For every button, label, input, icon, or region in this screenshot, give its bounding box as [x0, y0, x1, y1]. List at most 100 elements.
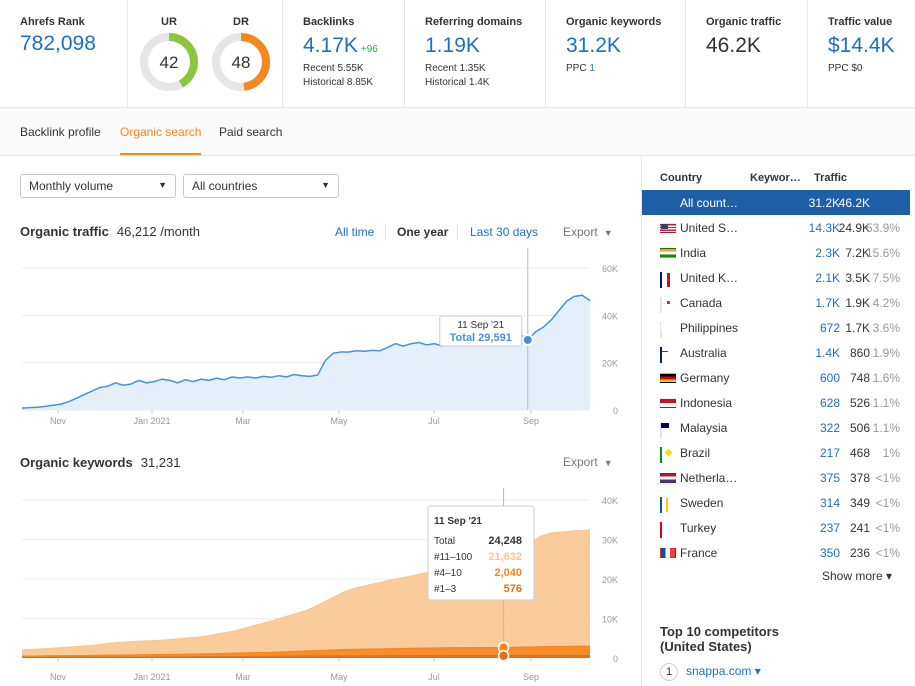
- col-header-traffic[interactable]: Traffic: [814, 172, 848, 184]
- country-row[interactable]: India 2.3K 7.2K 15.6%: [642, 240, 910, 265]
- competitors-title-line: (United States): [660, 639, 752, 654]
- volume-select[interactable]: Monthly volume ▼: [20, 174, 176, 198]
- country-name[interactable]: Netherla…: [680, 471, 738, 485]
- competitor-domain[interactable]: snappa.com ▾: [686, 664, 761, 678]
- country-keywords[interactable]: 217: [819, 446, 840, 460]
- country-name[interactable]: Brazil: [680, 446, 711, 460]
- caret-down-icon: ▼: [603, 228, 613, 238]
- country-name[interactable]: All count…: [680, 196, 739, 210]
- metric-value-row: 4.17K +96: [303, 34, 404, 58]
- country-keywords[interactable]: 1.7K: [815, 296, 840, 310]
- volume-select-value: Monthly volume: [29, 179, 114, 193]
- organic-traffic-chart[interactable]: 60K 40K 20K 0 Nov Jan 2021 Mar May Jul Sep 11 Sep …: [0, 248, 641, 430]
- competitor-item[interactable]: 1 snappa.com ▾: [660, 663, 761, 681]
- country-keywords[interactable]: 600: [819, 371, 840, 385]
- kw-area-1-3-line: [22, 654, 590, 659]
- country-keywords[interactable]: 375: [819, 471, 840, 485]
- col-header-keywords[interactable]: Keywor…: [750, 172, 801, 184]
- country-row[interactable]: Netherla… 375 378 <1%: [642, 465, 910, 490]
- x-tick-label: Mar: [235, 416, 251, 426]
- country-row[interactable]: Indonesia 628 526 1.1%: [642, 390, 910, 415]
- metric-value[interactable]: 31.2K: [566, 34, 621, 57]
- country-keywords[interactable]: 350: [819, 546, 840, 560]
- gauge-ur[interactable]: UR 42: [138, 16, 200, 107]
- country-traffic: 24.9K: [838, 221, 870, 235]
- metric-historical: Historical 1.4K: [425, 77, 490, 88]
- country-share: <1%: [875, 471, 900, 485]
- flag-tr-icon: [660, 522, 662, 538]
- organic-keywords-chart[interactable]: 40K 30K 20K 10K 0 Nov Jan 2021 Mar May Jul Sep 11 S…: [0, 488, 641, 686]
- country-name[interactable]: France: [680, 546, 718, 560]
- flag-us-icon: [660, 223, 676, 233]
- country-keywords[interactable]: 628: [819, 396, 840, 410]
- metric-value[interactable]: 782,098: [20, 32, 96, 55]
- country-keywords[interactable]: 322: [819, 421, 840, 435]
- country-name[interactable]: United K…: [680, 271, 739, 285]
- country-row[interactable]: Brazil 217 468 1%: [642, 440, 910, 465]
- tooltip-row-label: Total: [434, 536, 455, 547]
- country-name[interactable]: Australia: [680, 346, 727, 360]
- flag-br-icon: [660, 447, 662, 463]
- country-row[interactable]: France 350 236 <1%: [642, 540, 910, 565]
- country-row[interactable]: Malaysia 322 506 1.1%: [642, 415, 910, 440]
- y-tick-label: 30K: [602, 536, 618, 546]
- keywords-export-button[interactable]: Export ▼: [563, 455, 613, 469]
- country-row[interactable]: All count… 31.2K 46.2K: [642, 190, 910, 215]
- x-tick-label: Jan 2021: [133, 416, 170, 426]
- range-last-30-days[interactable]: Last 30 days: [470, 225, 539, 239]
- ppc-value[interactable]: 1: [589, 63, 595, 74]
- country-share: 1%: [882, 446, 900, 460]
- country-keywords[interactable]: 2.3K: [815, 246, 840, 260]
- range-all-time[interactable]: All time: [335, 225, 375, 239]
- country-row[interactable]: Sweden 314 349 <1%: [642, 490, 910, 515]
- chart-title-value: 31,231: [140, 455, 181, 470]
- metric-value[interactable]: 1.19K: [425, 34, 480, 57]
- country-keywords[interactable]: 237: [819, 521, 840, 535]
- country-keywords[interactable]: 2.1K: [815, 271, 840, 285]
- y-tick-label: 40K: [602, 311, 618, 321]
- country-name[interactable]: United S…: [680, 221, 739, 235]
- traffic-export-button[interactable]: Export ▼: [563, 225, 613, 239]
- country-row[interactable]: United K… 2.1K 3.5K 7.5%: [642, 265, 910, 290]
- flag-fr-icon: [660, 548, 676, 558]
- metric-label: Referring domains: [425, 16, 523, 28]
- country-keywords[interactable]: 14.3K: [808, 221, 840, 235]
- country-row[interactable]: Turkey 237 241 <1%: [642, 515, 910, 540]
- country-name[interactable]: India: [680, 246, 707, 260]
- tab-backlink-profile[interactable]: Backlink profile: [20, 125, 101, 139]
- country-row[interactable]: Australia 1.4K 860 1.9%: [642, 340, 910, 365]
- tab-organic-search[interactable]: Organic search: [120, 125, 202, 155]
- metric-value[interactable]: 4.17K: [303, 34, 358, 57]
- country-name[interactable]: Canada: [680, 296, 723, 310]
- countries-select-value: All countries: [192, 179, 258, 193]
- country-keywords[interactable]: 314: [819, 496, 840, 510]
- gauge-dr[interactable]: DR 48: [210, 16, 272, 107]
- country-name[interactable]: Indonesia: [680, 396, 733, 410]
- show-more-link[interactable]: Show more ▾: [822, 569, 893, 583]
- section-tabs: Backlink profile Organic search Paid sea…: [0, 108, 915, 156]
- country-name[interactable]: Philippines: [680, 321, 739, 335]
- tab-paid-search[interactable]: Paid search: [219, 125, 283, 139]
- kw-area-11-100: [22, 530, 590, 658]
- country-keywords[interactable]: 31.2K: [808, 196, 840, 210]
- x-tick-label: Jan 2021: [133, 672, 170, 682]
- x-tick-label: Sep: [523, 672, 539, 682]
- country-name[interactable]: Germany: [680, 371, 730, 385]
- country-name[interactable]: Malaysia: [680, 421, 728, 435]
- metric-value[interactable]: $14.4K: [828, 34, 895, 57]
- country-row[interactable]: United S… 14.3K 24.9K 53.9%: [642, 215, 910, 240]
- country-row[interactable]: Canada 1.7K 1.9K 4.2%: [642, 290, 910, 315]
- country-row[interactable]: Philippines 672 1.7K 3.6%: [642, 315, 910, 340]
- countries-select[interactable]: All countries ▼: [183, 174, 339, 198]
- col-header-country[interactable]: Country: [660, 172, 703, 184]
- country-row[interactable]: Germany 600 748 1.6%: [642, 365, 910, 390]
- y-tick-label: 0: [613, 654, 618, 664]
- range-one-year[interactable]: One year: [397, 225, 449, 239]
- country-keywords[interactable]: 1.4K: [815, 346, 840, 360]
- country-name[interactable]: Turkey: [680, 521, 717, 535]
- flag-id-icon: [660, 398, 676, 408]
- country-keywords[interactable]: 672: [819, 321, 840, 335]
- country-panel: Country Keywor… Traffic All count… 31.2K 4…: [641, 156, 915, 686]
- gauge-label: UR: [161, 16, 177, 28]
- country-name[interactable]: Sweden: [680, 496, 724, 510]
